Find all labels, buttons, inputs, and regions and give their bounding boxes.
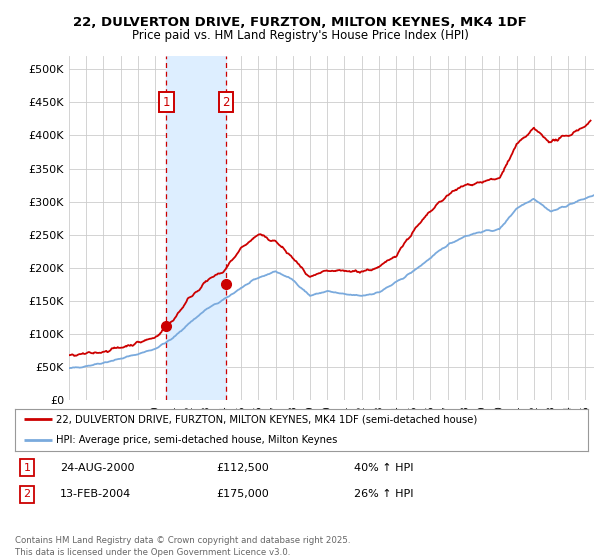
Text: 2: 2 (23, 489, 31, 500)
Text: £175,000: £175,000 (216, 489, 269, 500)
Bar (166, 56, 226, 400)
Text: 1: 1 (23, 463, 31, 473)
Text: Price paid vs. HM Land Registry's House Price Index (HPI): Price paid vs. HM Land Registry's House … (131, 29, 469, 42)
Text: 13-FEB-2004: 13-FEB-2004 (60, 489, 131, 500)
Text: HPI: Average price, semi-detached house, Milton Keynes: HPI: Average price, semi-detached house,… (56, 435, 338, 445)
Text: 24-AUG-2000: 24-AUG-2000 (60, 463, 134, 473)
Text: Contains HM Land Registry data © Crown copyright and database right 2025.
This d: Contains HM Land Registry data © Crown c… (15, 536, 350, 557)
Text: 22, DULVERTON DRIVE, FURZTON, MILTON KEYNES, MK4 1DF: 22, DULVERTON DRIVE, FURZTON, MILTON KEY… (73, 16, 527, 29)
Text: 40% ↑ HPI: 40% ↑ HPI (354, 463, 413, 473)
Text: 26% ↑ HPI: 26% ↑ HPI (354, 489, 413, 500)
Text: 1: 1 (163, 96, 170, 109)
Text: 2: 2 (222, 96, 230, 109)
Text: £112,500: £112,500 (216, 463, 269, 473)
Text: 22, DULVERTON DRIVE, FURZTON, MILTON KEYNES, MK4 1DF (semi-detached house): 22, DULVERTON DRIVE, FURZTON, MILTON KEY… (56, 414, 478, 424)
